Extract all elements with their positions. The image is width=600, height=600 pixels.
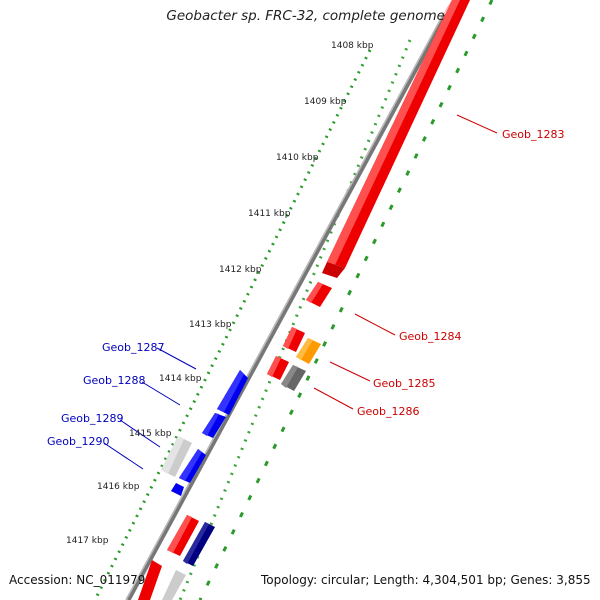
gene-geob-1286[interactable] — [281, 365, 306, 391]
gene-gray-bottom[interactable] — [162, 570, 186, 600]
tick-label-1409: 1409 kbp — [304, 97, 347, 107]
gene-red-bottom-b[interactable] — [138, 560, 162, 600]
topology-text: Topology: circular; Length: 4,304,501 bp… — [261, 573, 591, 587]
genome-backbone — [125, 13, 448, 600]
gene-red-small-b[interactable] — [267, 356, 289, 380]
gene-navy-bottom[interactable] — [183, 522, 215, 566]
gene-label-geob-1285[interactable]: Geob_1285 — [373, 377, 436, 390]
gene-red-small-a[interactable] — [283, 327, 305, 352]
tick-label-1413: 1413 kbp — [189, 320, 232, 330]
genome-backbone-highlight — [125, 14, 444, 600]
gene-geob-1288[interactable] — [202, 413, 226, 438]
gene-label-geob-1289[interactable]: Geob_1289 — [61, 412, 124, 425]
tick-label-1414: 1414 kbp — [159, 374, 202, 384]
tick-label-1416: 1416 kbp — [97, 482, 140, 492]
gc-skew-track-right-b — [178, 39, 412, 600]
accession-text: Accession: NC_011979 — [9, 573, 146, 587]
tick-label-1417: 1417 kbp — [66, 536, 109, 546]
gene-red-bottom-a[interactable] — [167, 515, 199, 556]
gene-geob-1290[interactable] — [179, 449, 206, 483]
gene-label-geob-1284[interactable]: Geob_1284 — [399, 330, 462, 343]
leader-geob-1287 — [156, 347, 197, 370]
gene-geob-1285[interactable] — [296, 338, 321, 364]
gene-geob-1283[interactable] — [322, 0, 470, 278]
tick-label-1411: 1411 kbp — [248, 209, 291, 219]
tick-label-1412: 1412 kbp — [219, 265, 262, 275]
tick-label-1415: 1415 kbp — [129, 429, 172, 439]
leader-geob-1288 — [141, 381, 181, 406]
leader-geob-1284 — [354, 313, 396, 336]
gene-geob-1284[interactable] — [306, 282, 332, 307]
gene-geob-1289[interactable] — [161, 436, 192, 477]
gene-label-geob-1290[interactable]: Geob_1290 — [47, 435, 110, 448]
gene-blue-small[interactable] — [171, 483, 184, 496]
leader-geob-1290 — [103, 442, 144, 470]
gene-geob-1287[interactable] — [217, 370, 248, 415]
leader-geob-1283 — [456, 114, 498, 134]
gene-label-geob-1286[interactable]: Geob_1286 — [357, 405, 420, 418]
leader-geob-1286 — [313, 387, 354, 410]
leader-geob-1289 — [119, 419, 161, 448]
tick-label-1408: 1408 kbp — [331, 41, 374, 51]
genome-title: Geobacter sp. FRC-32, complete genome — [166, 8, 445, 24]
gene-label-geob-1287[interactable]: Geob_1287 — [102, 341, 165, 354]
gc-content-track-left — [93, 49, 372, 600]
tick-label-1410: 1410 kbp — [276, 153, 319, 163]
gene-label-geob-1288[interactable]: Geob_1288 — [83, 374, 146, 387]
leader-geob-1285 — [329, 361, 371, 382]
gene-label-geob-1283[interactable]: Geob_1283 — [502, 128, 565, 141]
